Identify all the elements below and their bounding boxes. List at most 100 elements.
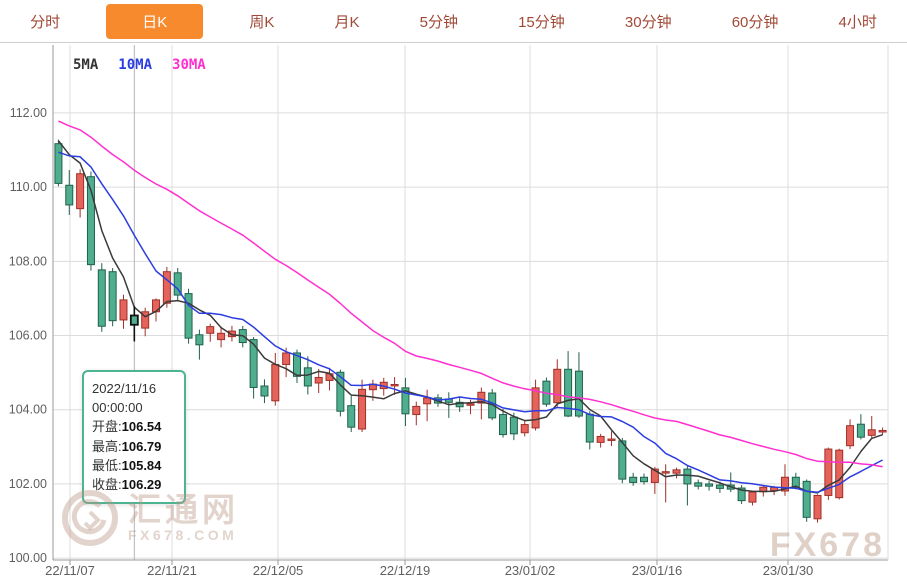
- candle-body[interactable]: [867, 429, 876, 436]
- watermark-brand-text: 汇通网: [128, 490, 239, 528]
- candle-body[interactable]: [401, 387, 410, 415]
- y-axis-label: 110.00: [10, 180, 47, 194]
- legend-5ma: 5MA: [73, 57, 99, 73]
- candle-body[interactable]: [76, 173, 85, 210]
- candle-body[interactable]: [715, 484, 724, 489]
- candle-body[interactable]: [564, 368, 573, 417]
- candle-body[interactable]: [629, 476, 638, 483]
- y-axis-label: 106.00: [9, 329, 47, 343]
- candle-body[interactable]: [640, 476, 649, 483]
- candle-body[interactable]: [574, 370, 583, 417]
- candle-body[interactable]: [661, 471, 670, 474]
- candle-body[interactable]: [509, 416, 518, 435]
- candle-body[interactable]: [206, 326, 215, 334]
- x-axis-label: 22/11/07: [45, 563, 95, 578]
- candle-body[interactable]: [347, 405, 356, 428]
- candle-body[interactable]: [303, 367, 312, 387]
- tooltip-row: 开盘:106.54: [92, 419, 162, 435]
- candle-body[interactable]: [195, 334, 204, 346]
- candle-body[interactable]: [423, 397, 432, 405]
- candle-body[interactable]: [173, 272, 182, 296]
- y-axis-label: 104.00: [9, 403, 47, 417]
- candle-body[interactable]: [184, 293, 193, 339]
- ma-line-10ma: [58, 151, 883, 493]
- tooltip-row: 收盘:106.29: [92, 477, 162, 493]
- tooltip-row: 最低:105.84: [92, 457, 162, 473]
- huitong-watermark: 汇通网 FX678.COM: [60, 488, 239, 548]
- candle-body[interactable]: [412, 405, 421, 416]
- chart-area[interactable]: 112.00 110.00 108.00 106.00 104.00 102.00 100.…: [0, 43, 907, 583]
- tooltip-time: 00:00:00: [92, 400, 143, 416]
- candle-body[interactable]: [846, 425, 855, 447]
- candle-body[interactable]: [813, 494, 822, 520]
- candle-body[interactable]: [499, 414, 508, 436]
- tab-monthly-k[interactable]: 月K: [334, 13, 360, 31]
- candle-body[interactable]: [336, 371, 345, 412]
- candle-body[interactable]: [314, 376, 323, 384]
- candle-body[interactable]: [141, 311, 150, 329]
- legend-30ma: 30MA: [172, 57, 206, 73]
- candle-body[interactable]: [705, 483, 714, 487]
- candle-body[interactable]: [162, 271, 171, 304]
- candle-body[interactable]: [791, 476, 800, 488]
- candle-body[interactable]: [227, 330, 236, 338]
- candle-body[interactable]: [455, 401, 464, 408]
- candle-body[interactable]: [596, 435, 605, 443]
- candle-body[interactable]: [585, 413, 594, 443]
- x-axis-label: 23/01/30: [763, 563, 814, 578]
- candle-body[interactable]: [108, 271, 117, 322]
- candle-body[interactable]: [835, 449, 844, 499]
- candle-body[interactable]: [217, 332, 226, 341]
- candle-body[interactable]: [856, 423, 865, 438]
- candle-body[interactable]: [878, 430, 887, 433]
- tab-60min[interactable]: 60分钟: [731, 13, 779, 31]
- candle-body[interactable]: [54, 143, 63, 184]
- candle-body[interactable]: [618, 440, 627, 480]
- tooltip-row: 最高:106.79: [92, 438, 162, 454]
- candle-body[interactable]: [325, 373, 334, 381]
- x-axis-label: 22/11/21: [147, 563, 197, 578]
- candle-body[interactable]: [358, 388, 367, 430]
- candle-body[interactable]: [477, 391, 486, 404]
- candle-body[interactable]: [466, 403, 475, 406]
- tab-15min[interactable]: 15分钟: [518, 13, 565, 31]
- candle-body[interactable]: [520, 424, 529, 434]
- candle-body[interactable]: [650, 468, 659, 483]
- candle-body[interactable]: [553, 368, 562, 404]
- tooltip-date: 2022/11/16: [92, 381, 157, 396]
- candle-body[interactable]: [607, 438, 616, 441]
- y-axis-label: 102.00: [9, 477, 47, 491]
- candle-body[interactable]: [260, 385, 269, 397]
- tab-4hour[interactable]: 4小时: [838, 13, 877, 31]
- candle-body[interactable]: [737, 487, 746, 502]
- candle-body[interactable]: [271, 363, 280, 402]
- candle-body[interactable]: [748, 491, 757, 503]
- x-axis-label: 23/01/16: [632, 563, 683, 578]
- candle-body[interactable]: [65, 184, 74, 206]
- tab-30min[interactable]: 30分钟: [624, 13, 672, 31]
- candle-body[interactable]: [292, 352, 301, 377]
- tab-5min[interactable]: 5分钟: [419, 13, 458, 31]
- candle-body[interactable]: [694, 482, 703, 487]
- x-axis-label: 22/12/05: [253, 563, 304, 578]
- candlestick-chart[interactable]: 112.00 110.00 108.00 106.00 104.00 102.00 100.…: [0, 43, 907, 583]
- candle-body[interactable]: [672, 469, 681, 474]
- candle-body[interactable]: [683, 468, 692, 485]
- tab-realtime[interactable]: 分时: [30, 13, 61, 31]
- timeframe-tab-bar: 分时 日K 周K 月K 5分钟 15分钟 30分钟 60分钟 4小时: [0, 0, 907, 43]
- candle-body[interactable]: [780, 476, 789, 492]
- candle-body[interactable]: [86, 176, 95, 266]
- selected-candle-body[interactable]: [129, 314, 139, 326]
- candle-body[interactable]: [282, 352, 291, 365]
- tooltip-ohlc-rows: 开盘:106.54 最高:106.79 最低:105.84 收盘:106.29: [92, 417, 176, 494]
- tab-daily-k[interactable]: 日K: [106, 3, 204, 39]
- candle-body[interactable]: [802, 480, 811, 518]
- candle-body[interactable]: [249, 339, 258, 388]
- candle-body[interactable]: [97, 269, 106, 327]
- candle-body[interactable]: [390, 383, 399, 387]
- candle-body[interactable]: [119, 299, 128, 321]
- candle-body[interactable]: [531, 387, 540, 429]
- ma-line-30ma: [58, 120, 883, 468]
- tab-weekly-k[interactable]: 周K: [249, 13, 275, 31]
- candle-body[interactable]: [824, 448, 833, 496]
